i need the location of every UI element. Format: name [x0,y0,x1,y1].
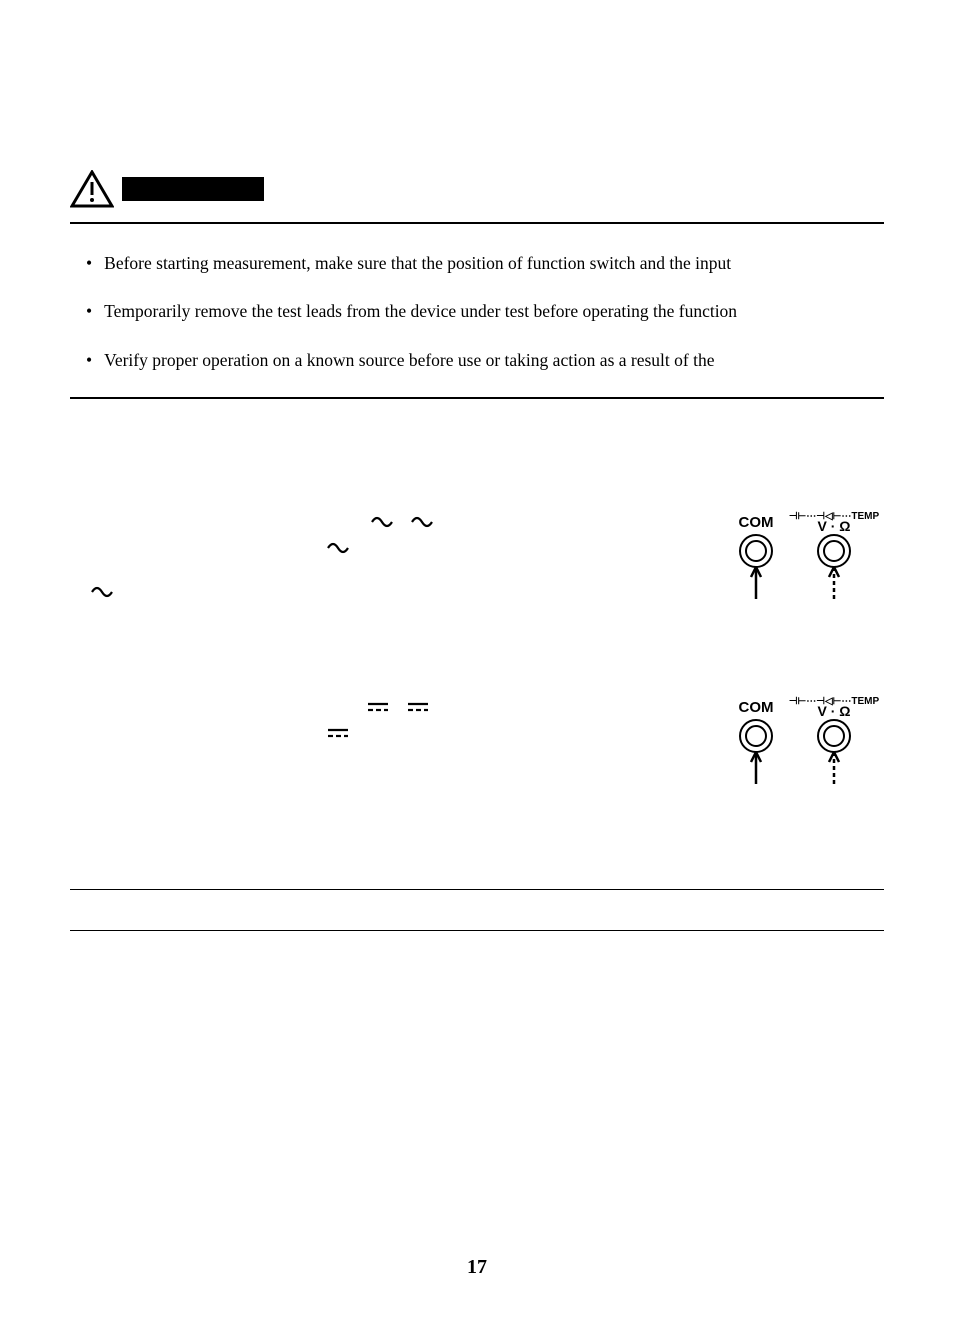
jack-diagram-ac: COM ⊣⊢⋯⊣◁⊢⋯TEMP V · Ω [714,509,884,634]
warning-label-bar [122,177,264,201]
bullet-text: Verify proper operation on a known sourc… [104,347,714,373]
svg-text:COM: COM [739,699,774,716]
warning-header [70,170,884,208]
bullet-text: Temporarily remove the test leads from t… [104,298,737,324]
svg-text:V · Ω: V · Ω [817,518,850,534]
dc-icon [326,725,356,741]
svg-text:V · Ω: V · Ω [817,703,850,719]
list-item: • Before starting measurement, make sure… [70,250,884,276]
warning-icon [70,170,114,208]
ac-wave-icon [90,582,120,602]
svg-text:COM: COM [739,514,774,531]
list-item: • Verify proper operation on a known sou… [70,347,884,373]
divider-bottom [70,397,884,399]
divider-thin-1 [70,889,884,890]
section-dc: COM ⊣⊢⋯⊣◁⊢⋯TEMP V · Ω [70,694,884,819]
bullet-dot: • [86,250,92,276]
section-dc-text [70,694,714,746]
warning-list: • Before starting measurement, make sure… [70,250,884,373]
section-ac: COM ⊣⊢⋯⊣◁⊢⋯TEMP V · Ω [70,509,884,634]
bullet-text: Before starting measurement, make sure t… [104,250,731,276]
dc-icon [366,699,436,715]
ac-wave-icon [370,512,440,532]
page-number: 17 [467,1256,487,1279]
divider-top [70,222,884,224]
divider-thin-2 [70,930,884,931]
ac-wave-icon [326,538,356,558]
list-item: • Temporarily remove the test leads from… [70,298,884,324]
bullet-dot: • [86,347,92,373]
bullet-dot: • [86,298,92,324]
section-ac-text [70,509,714,605]
jack-diagram-dc: COM ⊣⊢⋯⊣◁⊢⋯TEMP V · Ω [714,694,884,819]
